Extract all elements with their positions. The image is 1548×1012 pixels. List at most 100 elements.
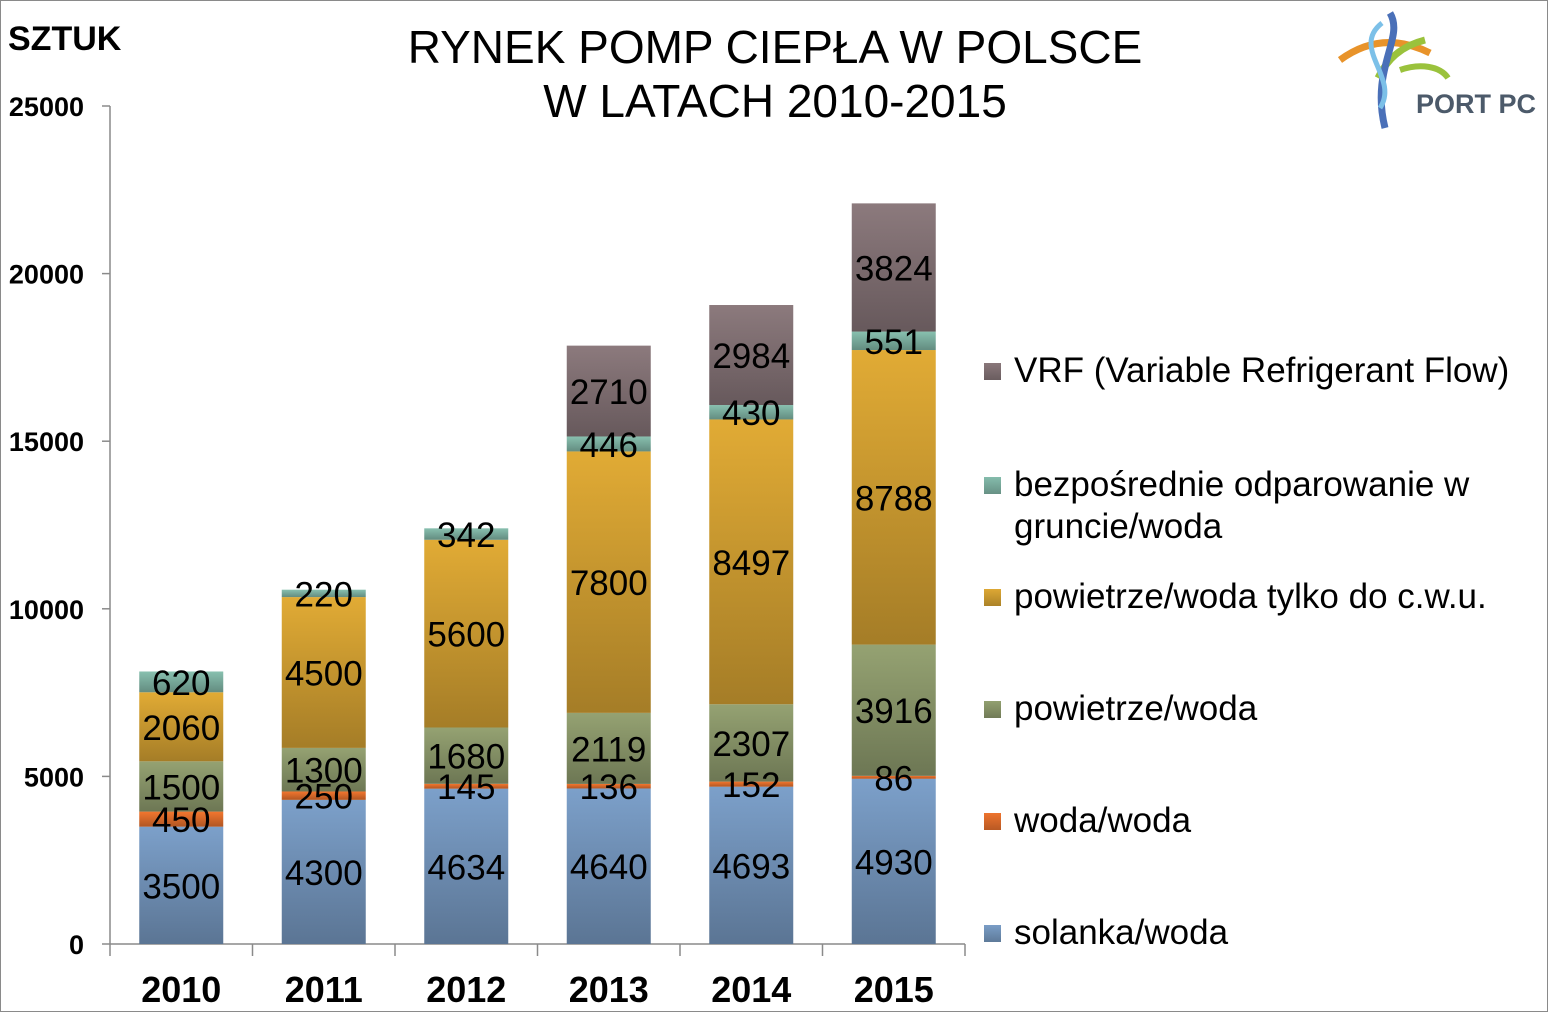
legend-swatch — [984, 477, 1001, 494]
bar-segment-cwu-2011 — [281, 597, 366, 748]
x-tick-label-2012: 2012 — [426, 969, 506, 1010]
bar-segment-cwu-2012 — [424, 539, 509, 728]
chart-title-line-2: W LATACH 2010-2015 — [543, 75, 1007, 127]
y-tick-label: 5000 — [24, 762, 84, 792]
data-label-solanka-2010: 3500 — [142, 867, 220, 906]
legend-swatch — [984, 925, 1001, 942]
data-label-cwu-2014: 8497 — [712, 544, 790, 583]
data-label-solanka-2015: 4930 — [855, 843, 933, 882]
data-label-powietrze-2014: 2307 — [712, 725, 790, 764]
y-tick-label: 10000 — [9, 595, 84, 625]
data-label-woda-2011: 250 — [295, 778, 353, 817]
data-label-woda-2010: 450 — [152, 801, 210, 840]
bar-segment-solanka-2015 — [851, 778, 936, 944]
y-tick-label: 25000 — [9, 92, 84, 122]
bar-segment-solanka-2011 — [281, 799, 366, 944]
legend-swatch — [984, 363, 1001, 380]
data-label-solanka-2011: 4300 — [285, 854, 363, 893]
bar-segment-bezposrednie-2014 — [709, 405, 794, 420]
bar-segment-cwu-2010 — [139, 692, 224, 762]
legend-label: VRF (Variable Refrigerant Flow) — [1014, 351, 1510, 390]
x-tick-label-2013: 2013 — [569, 969, 649, 1010]
data-label-cwu-2012: 5600 — [427, 616, 505, 655]
data-label-cwu-2010: 2060 — [142, 709, 220, 748]
data-label-solanka-2014: 4693 — [712, 847, 790, 886]
chart-title: RYNEK POMP CIEPŁA W POLSCE W LATACH 2010… — [300, 20, 1250, 128]
x-tick-label-2010: 2010 — [141, 969, 221, 1010]
legend-label: bezpośrednie odparowanie w gruncie/woda — [1014, 465, 1470, 546]
bar-segment-cwu-2015 — [851, 350, 936, 645]
bar-segment-powietrze-2011 — [281, 747, 366, 792]
legend-label: woda/woda — [1014, 801, 1192, 840]
bar-segment-vrf-2013 — [566, 345, 651, 437]
data-label-powietrze-2015: 3916 — [855, 692, 933, 731]
bar-segment-powietrze-2013 — [566, 712, 651, 784]
data-label-solanka-2013: 4640 — [570, 848, 648, 887]
bar-segment-bezposrednie-2011 — [281, 589, 366, 598]
data-label-vrf-2015: 3824 — [855, 249, 933, 288]
data-label-vrf-2014: 2984 — [712, 337, 790, 376]
bar-segment-woda-2010 — [139, 811, 224, 827]
legend-label: solanka/woda — [1014, 913, 1229, 952]
bar-segment-powietrze-2015 — [851, 644, 936, 776]
y-axis-unit-label: SZTUK — [8, 20, 122, 58]
chart-legend: VRF (Variable Refrigerant Flow) bezpośred… — [984, 0, 1544, 1012]
x-tick-label-2015: 2015 — [854, 969, 934, 1010]
x-tick-label-2011: 2011 — [285, 969, 363, 1010]
bar-segment-woda-2014 — [709, 781, 794, 787]
chart-title-line-1: RYNEK POMP CIEPŁA W POLSCE — [407, 21, 1143, 73]
data-label-bezposrednie-2011: 220 — [295, 575, 353, 614]
logo-text: PORT PC — [1416, 89, 1536, 119]
data-label-powietrze-2013: 2119 — [571, 730, 646, 769]
data-label-bezposrednie-2010: 620 — [152, 664, 210, 703]
data-label-powietrze-2011: 1300 — [285, 752, 363, 791]
data-label-woda-2014: 152 — [722, 766, 780, 805]
bar-segment-solanka-2012 — [424, 788, 509, 944]
y-tick-label: 15000 — [9, 427, 84, 457]
bar-segment-powietrze-2012 — [424, 727, 509, 784]
data-label-woda-2015: 86 — [874, 759, 913, 798]
bar-segment-cwu-2014 — [709, 419, 794, 705]
y-tick-label: 20000 — [9, 260, 84, 290]
data-label-bezposrednie-2013: 446 — [580, 426, 638, 465]
legend-label: powietrze/woda — [1014, 689, 1258, 728]
data-label-bezposrednie-2014: 430 — [722, 394, 780, 433]
bar-segment-bezposrednie-2015 — [851, 331, 936, 351]
legend-label: powietrze/woda tylko do c.w.u. — [1014, 577, 1487, 616]
bar-segment-powietrze-2010 — [139, 761, 224, 812]
bar-segment-vrf-2015 — [851, 203, 936, 332]
legend-swatch — [984, 589, 1001, 606]
data-label-bezposrednie-2015: 551 — [865, 323, 923, 362]
bar-segment-bezposrednie-2010 — [139, 671, 224, 693]
legend-item-woda: woda/woda — [984, 800, 1544, 842]
data-label-solanka-2012: 4634 — [427, 848, 505, 887]
data-label-bezposrednie-2012: 342 — [437, 516, 495, 555]
bar-segment-woda-2015 — [851, 775, 936, 779]
bar-segment-woda-2012 — [424, 783, 509, 789]
data-label-cwu-2013: 7800 — [570, 564, 648, 603]
bar-segment-woda-2013 — [566, 783, 651, 789]
data-label-powietrze-2012: 1680 — [427, 738, 505, 777]
data-label-vrf-2013: 2710 — [570, 373, 648, 412]
data-label-powietrze-2010: 1500 — [142, 768, 220, 807]
data-label-woda-2013: 136 — [580, 768, 638, 807]
x-tick-label-2014: 2014 — [711, 969, 791, 1010]
port-pc-logo: PORT PC — [1337, 11, 1536, 129]
legend-item-solanka: solanka/woda — [984, 912, 1544, 954]
y-tick-label: 0 — [69, 930, 84, 960]
bar-segment-woda-2011 — [281, 791, 366, 800]
bar-segment-solanka-2014 — [709, 786, 794, 944]
data-label-cwu-2015: 8788 — [855, 479, 933, 518]
bar-segment-solanka-2013 — [566, 788, 651, 944]
bar-segment-bezposrednie-2012 — [424, 528, 509, 540]
legend-swatch — [984, 701, 1001, 718]
legend-swatch — [984, 813, 1001, 830]
legend-item-vrf: VRF (Variable Refrigerant Flow) — [984, 350, 1544, 392]
bar-segment-powietrze-2014 — [709, 704, 794, 782]
data-label-woda-2012: 145 — [437, 768, 495, 807]
bar-segment-vrf-2014 — [709, 305, 794, 406]
bar-segment-bezposrednie-2013 — [566, 436, 651, 452]
bar-segment-solanka-2010 — [139, 826, 224, 944]
legend-item-bezposrednie: bezpośrednie odparowanie w gruncie/woda — [984, 464, 1544, 548]
